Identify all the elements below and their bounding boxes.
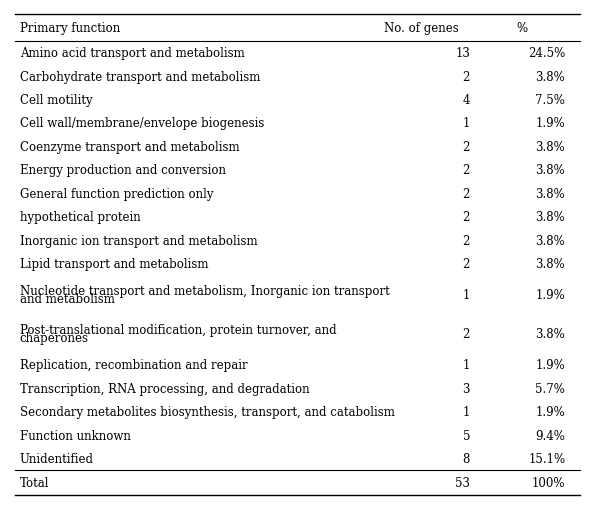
Text: Amino acid transport and metabolism: Amino acid transport and metabolism (20, 47, 245, 60)
Text: 3.8%: 3.8% (536, 187, 565, 201)
Text: 2: 2 (463, 70, 470, 83)
Text: %: % (516, 22, 528, 35)
Text: 13: 13 (455, 47, 470, 60)
Text: Post-translational modification, protein turnover, and: Post-translational modification, protein… (20, 323, 336, 336)
Text: Secondary metabolites biosynthesis, transport, and catabolism: Secondary metabolites biosynthesis, tran… (20, 405, 394, 418)
Text: No. of genes: No. of genes (384, 22, 458, 35)
Text: 3.8%: 3.8% (536, 258, 565, 271)
Text: Primary function: Primary function (20, 22, 120, 35)
Text: 100%: 100% (532, 476, 565, 489)
Text: 2: 2 (463, 211, 470, 224)
Text: 2: 2 (463, 164, 470, 177)
Text: 2: 2 (463, 234, 470, 247)
Text: 7.5%: 7.5% (536, 94, 565, 107)
Text: 5.7%: 5.7% (536, 382, 565, 395)
Text: 3.8%: 3.8% (536, 140, 565, 154)
Text: chaperones: chaperones (20, 331, 89, 345)
Text: 15.1%: 15.1% (528, 452, 565, 465)
Text: Lipid transport and metabolism: Lipid transport and metabolism (20, 258, 208, 271)
Text: Cell motility: Cell motility (20, 94, 92, 107)
Text: 3: 3 (462, 382, 470, 395)
Text: 3.8%: 3.8% (536, 234, 565, 247)
Text: 1: 1 (463, 289, 470, 302)
Text: 3.8%: 3.8% (536, 164, 565, 177)
Text: Coenzyme transport and metabolism: Coenzyme transport and metabolism (20, 140, 239, 154)
Text: 1: 1 (463, 117, 470, 130)
Text: Unidentified: Unidentified (20, 452, 93, 465)
Text: 1.9%: 1.9% (536, 358, 565, 372)
Text: 2: 2 (463, 140, 470, 154)
Text: 1.9%: 1.9% (536, 405, 565, 418)
Text: 1: 1 (463, 405, 470, 418)
Text: 53: 53 (455, 476, 470, 489)
Text: 5: 5 (462, 429, 470, 442)
Text: 2: 2 (463, 187, 470, 201)
Text: General function prediction only: General function prediction only (20, 187, 213, 201)
Text: 9.4%: 9.4% (536, 429, 565, 442)
Text: 4: 4 (462, 94, 470, 107)
Text: Function unknown: Function unknown (20, 429, 130, 442)
Text: 24.5%: 24.5% (528, 47, 565, 60)
Text: 3.8%: 3.8% (536, 327, 565, 341)
Text: Transcription, RNA processing, and degradation: Transcription, RNA processing, and degra… (20, 382, 309, 395)
Text: 2: 2 (463, 327, 470, 341)
Text: Replication, recombination and repair: Replication, recombination and repair (20, 358, 248, 372)
Text: Carbohydrate transport and metabolism: Carbohydrate transport and metabolism (20, 70, 260, 83)
Text: hypothetical protein: hypothetical protein (20, 211, 140, 224)
Text: 1: 1 (463, 358, 470, 372)
Text: Total: Total (20, 476, 49, 489)
Text: 3.8%: 3.8% (536, 70, 565, 83)
Text: Nucleotide transport and metabolism, Inorganic ion transport: Nucleotide transport and metabolism, Ino… (20, 285, 389, 298)
Text: Inorganic ion transport and metabolism: Inorganic ion transport and metabolism (20, 234, 257, 247)
Text: Cell wall/membrane/envelope biogenesis: Cell wall/membrane/envelope biogenesis (20, 117, 264, 130)
Text: 2: 2 (463, 258, 470, 271)
Text: 8: 8 (463, 452, 470, 465)
Text: and metabolism: and metabolism (20, 293, 114, 306)
Text: 1.9%: 1.9% (536, 117, 565, 130)
Text: 3.8%: 3.8% (536, 211, 565, 224)
Text: Energy production and conversion: Energy production and conversion (20, 164, 226, 177)
Text: 1.9%: 1.9% (536, 289, 565, 302)
